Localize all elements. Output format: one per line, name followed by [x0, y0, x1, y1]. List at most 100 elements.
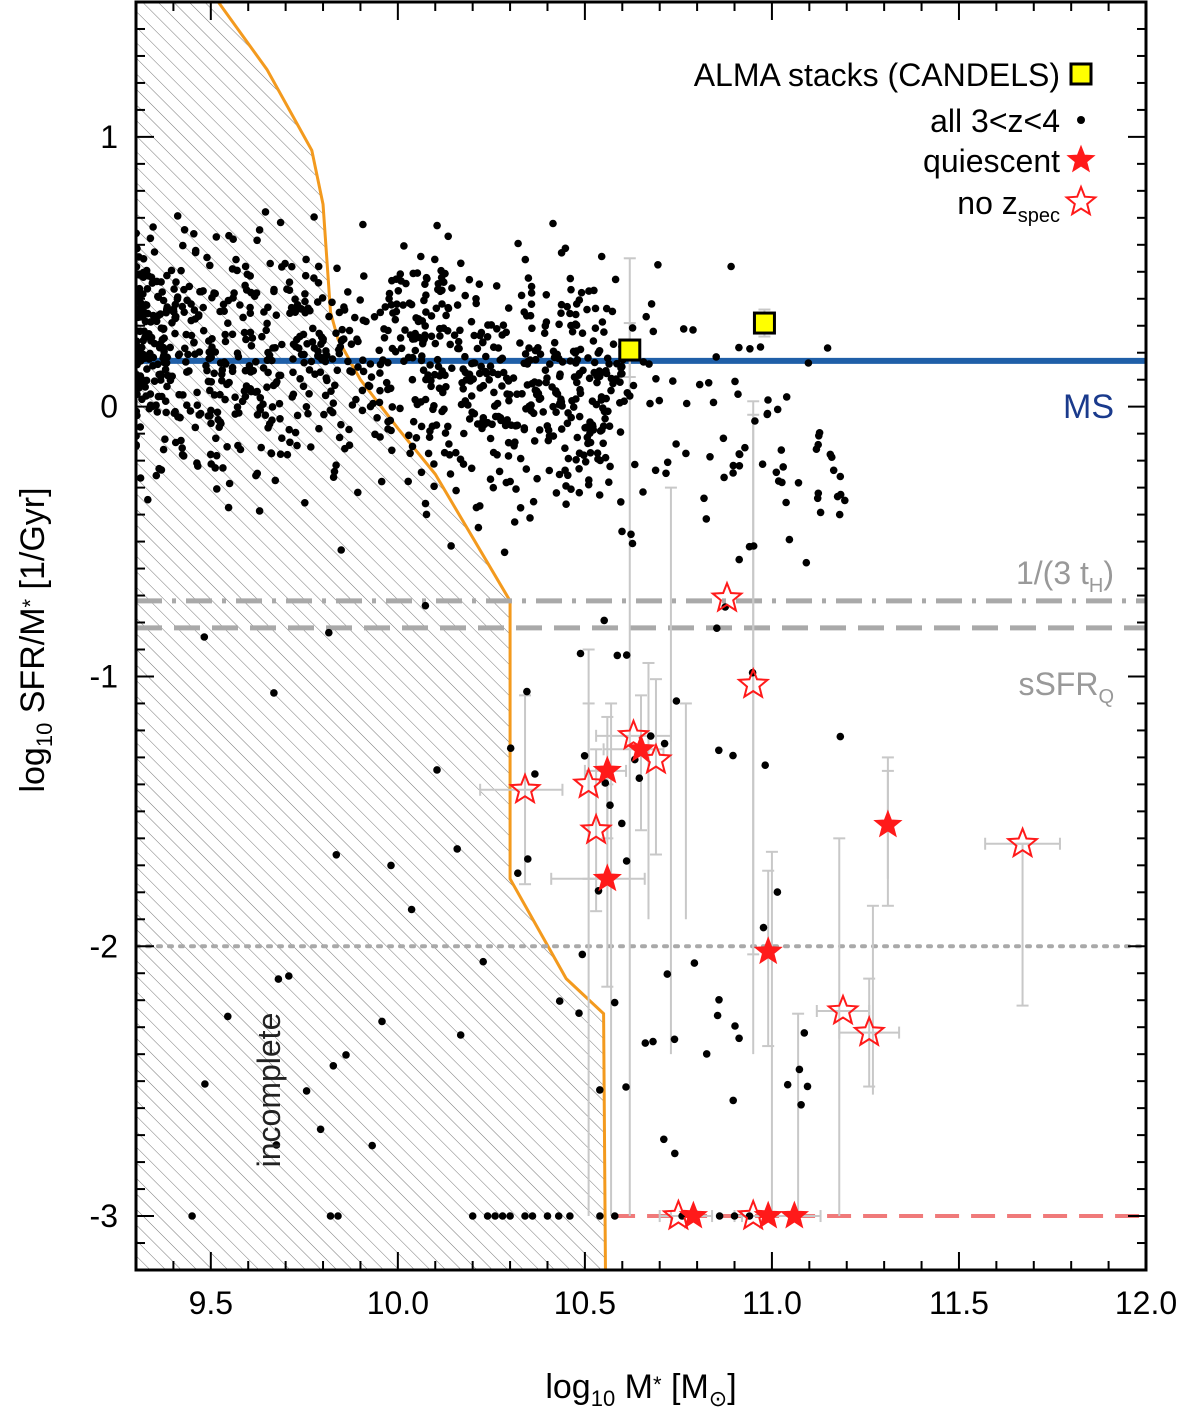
galaxy-point — [802, 558, 811, 567]
galaxy-point — [672, 440, 680, 448]
galaxy-point — [521, 1212, 529, 1220]
galaxy-point — [310, 213, 318, 221]
galaxy-point — [715, 746, 723, 755]
galaxy-point — [468, 1212, 477, 1220]
galaxy-point — [171, 329, 179, 338]
galaxy-point — [557, 300, 566, 309]
galaxy-point — [702, 1050, 711, 1058]
galaxy-point — [430, 402, 438, 410]
galaxy-point — [301, 297, 309, 306]
galaxy-point — [572, 395, 580, 403]
galaxy-point — [270, 287, 278, 296]
galaxy-point — [616, 399, 624, 407]
galaxy-point — [671, 1149, 679, 1158]
quiescent-star — [592, 755, 622, 784]
galaxy-point — [325, 312, 333, 321]
galaxy-point — [375, 346, 384, 355]
galaxy-point — [488, 420, 496, 429]
galaxy-point — [555, 997, 564, 1005]
galaxy-point — [704, 379, 713, 387]
galaxy-point — [321, 391, 330, 400]
galaxy-point — [213, 485, 221, 493]
galaxy-point — [635, 774, 644, 782]
galaxy-point — [575, 465, 583, 473]
galaxy-point — [187, 331, 196, 340]
galaxy-point — [231, 393, 239, 402]
quiescent-star — [753, 1200, 783, 1229]
galaxy-point — [255, 507, 264, 515]
galaxy-point — [162, 359, 171, 367]
galaxy-point — [228, 367, 237, 376]
galaxy-point — [581, 424, 589, 432]
galaxy-point — [246, 328, 255, 337]
galaxy-point — [331, 381, 339, 390]
galaxy-point — [670, 1035, 679, 1044]
galaxy-point — [782, 498, 790, 507]
galaxy-point — [745, 542, 754, 551]
galaxy-point — [335, 433, 344, 442]
galaxy-point — [334, 1212, 342, 1220]
galaxy-point — [424, 449, 433, 458]
galaxy-point — [256, 403, 264, 412]
galaxy-point — [422, 273, 431, 282]
galaxy-point — [318, 355, 326, 364]
galaxy-point — [195, 411, 203, 419]
galaxy-point — [446, 340, 455, 349]
galaxy-point — [545, 466, 554, 475]
galaxy-point — [622, 1083, 630, 1091]
galaxy-point — [502, 374, 511, 383]
galaxy-point — [368, 1141, 377, 1150]
galaxy-point — [421, 280, 429, 289]
galaxy-point — [631, 460, 639, 469]
markers — [508, 311, 1040, 1231]
galaxy-point — [689, 326, 697, 334]
galaxy-point — [540, 329, 549, 338]
galaxy-point — [430, 482, 438, 491]
galaxy-point — [483, 1212, 492, 1220]
galaxy-point — [607, 386, 615, 395]
galaxy-point — [313, 298, 322, 306]
galaxy-point — [785, 535, 794, 544]
galaxy-point — [216, 359, 225, 367]
galaxy-point — [204, 377, 213, 386]
galaxy-point — [376, 433, 384, 441]
galaxy-point — [376, 308, 385, 317]
galaxy-point — [310, 274, 318, 282]
galaxy-point — [442, 311, 450, 320]
galaxy-point — [326, 1212, 335, 1220]
galaxy-point — [576, 389, 585, 398]
galaxy-point — [307, 357, 316, 366]
galaxy-point — [649, 1037, 657, 1046]
galaxy-point — [534, 389, 543, 398]
galaxy-point — [829, 466, 838, 475]
galaxy-point — [150, 377, 159, 386]
galaxy-point — [695, 380, 704, 389]
galaxy-point — [373, 414, 381, 422]
galaxy-point — [595, 491, 604, 499]
galaxy-point — [815, 429, 824, 437]
galaxy-point — [561, 466, 569, 475]
galaxy-point — [529, 497, 538, 506]
galaxy-point — [595, 367, 604, 375]
galaxy-point — [649, 327, 658, 336]
galaxy-point — [229, 235, 237, 243]
galaxy-point — [528, 1212, 537, 1220]
galaxy-point — [712, 353, 720, 361]
galaxy-point — [446, 470, 455, 478]
galaxy-point — [146, 318, 155, 326]
galaxy-point — [616, 378, 624, 387]
galaxy-point — [393, 300, 401, 309]
galaxy-point — [772, 468, 781, 477]
galaxy-point — [157, 372, 165, 380]
ssfrq-label: sSFRQ — [1018, 666, 1114, 708]
galaxy-point — [258, 332, 266, 341]
galaxy-point — [162, 408, 170, 417]
galaxy-point — [422, 308, 430, 316]
galaxy-point — [285, 278, 294, 287]
galaxy-point — [206, 386, 214, 395]
extra-error-bar — [605, 702, 618, 1217]
galaxy-point — [493, 451, 501, 459]
galaxy-point — [386, 384, 395, 393]
galaxy-point — [779, 463, 787, 471]
galaxy-point — [204, 412, 213, 420]
